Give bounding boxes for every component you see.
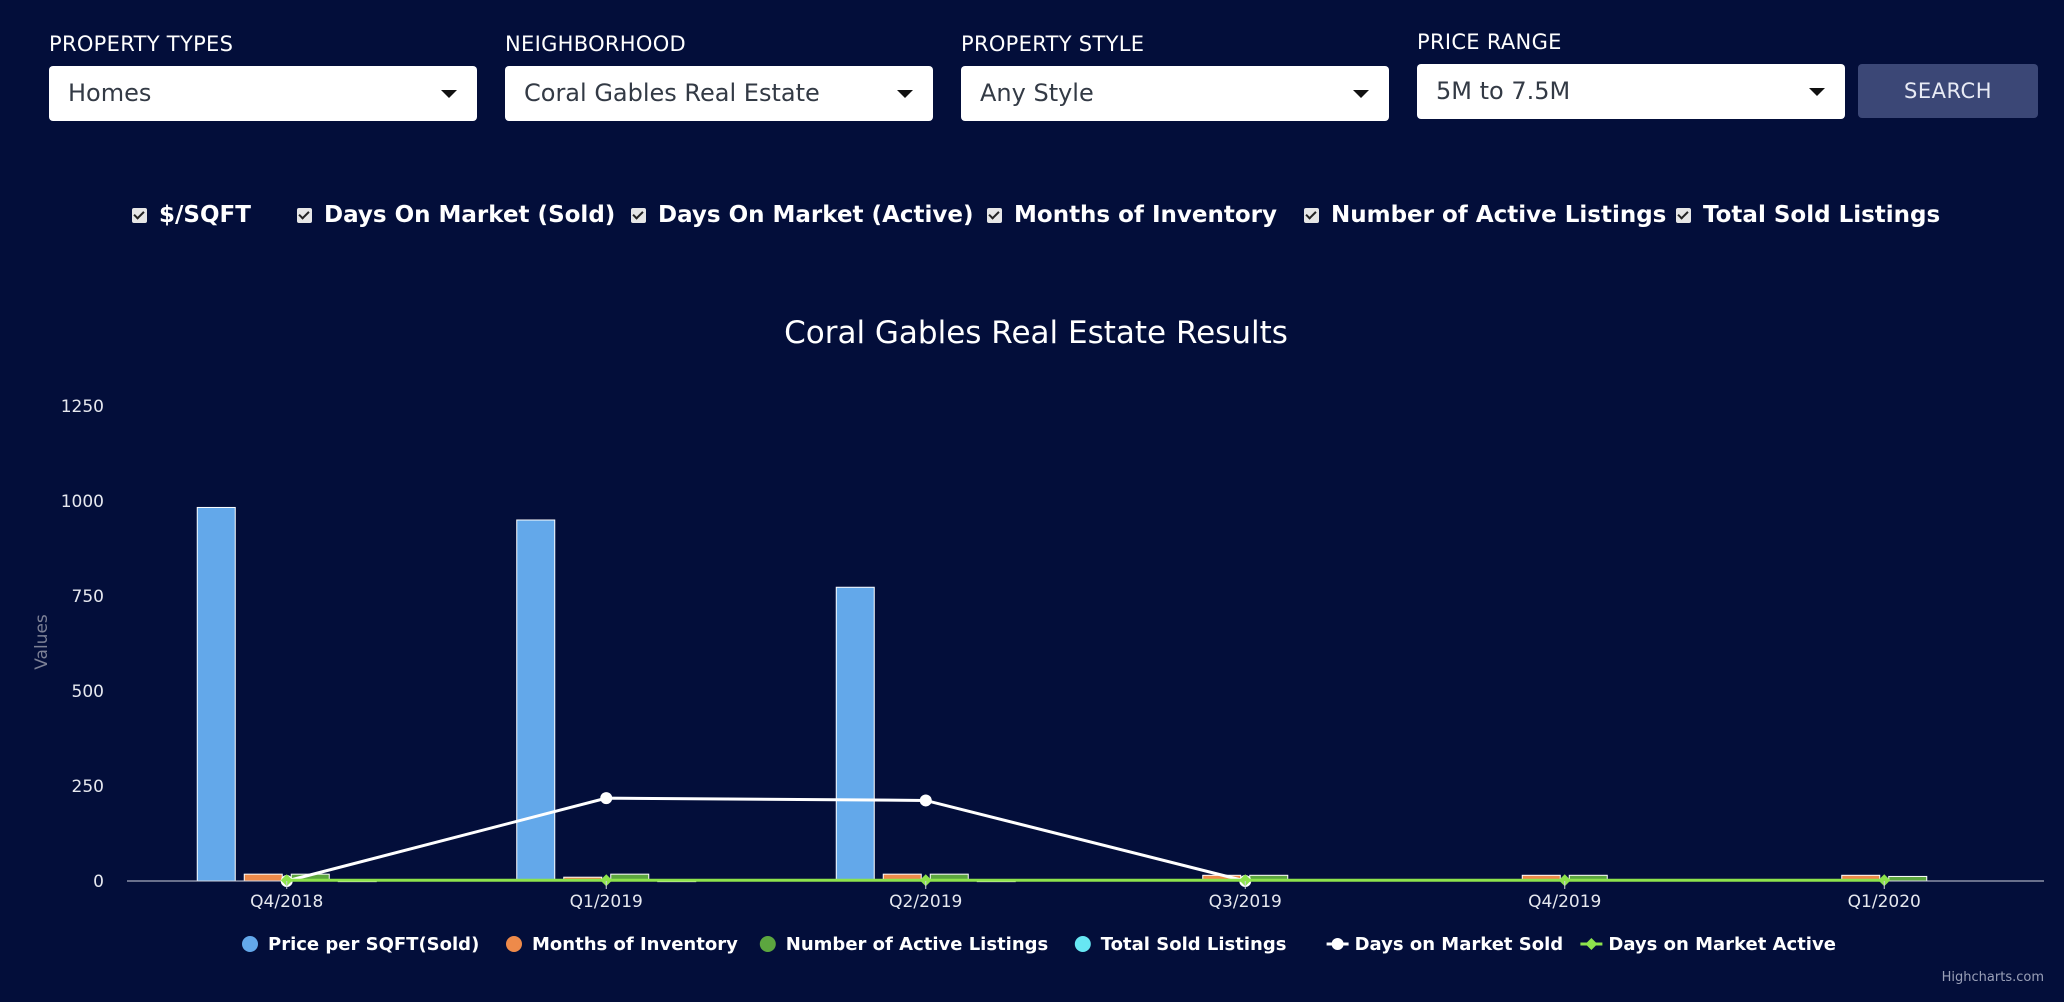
price-range-filter: PRICE RANGE 5M to 7.5M xyxy=(1417,28,1845,119)
legend-marker-days-on-market-active xyxy=(1585,938,1598,950)
y-axis-label: Values xyxy=(32,614,52,670)
chart-credits: Highcharts.com xyxy=(1941,970,2044,985)
legend-marker-months-of-inventory xyxy=(506,936,522,952)
y-tick-label: 1250 xyxy=(61,397,104,417)
legend-marker-price-per-sqft-sold- xyxy=(242,936,258,952)
legend-item-total-sold-listings[interactable]: Total Sold Listings xyxy=(1101,934,1287,955)
point-days-on-market-sold xyxy=(600,792,613,805)
x-tick-label: Q2/2019 xyxy=(889,892,962,912)
point-days-on-market-active xyxy=(600,874,613,887)
price-range-select[interactable]: 5M to 7.5M xyxy=(1417,64,1845,119)
y-tick-label: 0 xyxy=(93,872,104,892)
chevron-down-icon xyxy=(1809,88,1825,96)
property-style-filter: PROPERTY STYLE Any Style xyxy=(961,30,1389,121)
bar-price-per-sqft-sold- xyxy=(516,519,556,882)
metric-toggles: $/SQFT Days On Market (Sold) Days On Mar… xyxy=(0,200,2064,230)
y-tick-label: 500 xyxy=(72,682,104,702)
neighborhood-label: NEIGHBORHOOD xyxy=(505,32,687,56)
property-style-value: Any Style xyxy=(980,79,1094,107)
search-button[interactable]: SEARCH xyxy=(1858,64,2038,118)
chevron-down-icon xyxy=(897,90,913,98)
toggle-price-per-sqft[interactable]: $/SQFT xyxy=(132,200,251,230)
toggle-label: Number of Active Listings xyxy=(1331,202,1667,228)
y-tick-label: 250 xyxy=(72,777,104,797)
bar-price-per-sqft-sold- xyxy=(835,586,875,882)
legend-marker-days-on-market-sold xyxy=(1331,938,1344,950)
point-days-on-market-active xyxy=(1558,874,1571,887)
neighborhood-value: Coral Gables Real Estate xyxy=(524,79,820,107)
line-days-on-market-sold xyxy=(286,796,1246,883)
toggle-months-of-inventory[interactable]: Months of Inventory xyxy=(987,200,1277,230)
point-days-on-market-active xyxy=(1239,874,1252,887)
checkbox[interactable] xyxy=(987,207,1002,223)
toggle-active-listings[interactable]: Number of Active Listings xyxy=(1304,200,1666,230)
toggle-total-sold-listings[interactable]: Total Sold Listings xyxy=(1676,200,1940,230)
property-types-value: Homes xyxy=(68,79,152,107)
checkbox[interactable] xyxy=(1304,207,1319,223)
legend-marker-number-of-active-listings xyxy=(759,936,776,952)
neighborhood-filter: NEIGHBORHOOD Coral Gables Real Estate xyxy=(505,30,933,121)
chevron-down-icon xyxy=(441,90,457,98)
toggle-label: Total Sold Listings xyxy=(1703,202,1941,228)
x-tick-label: Q1/2020 xyxy=(1848,892,1921,912)
legend-item-price-per-sqft-sold-[interactable]: Price per SQFT(Sold) xyxy=(268,934,479,955)
results-chart: Coral Gables Real Estate Results Values … xyxy=(32,315,2044,955)
point-days-on-market-sold xyxy=(919,794,932,807)
property-types-filter: PROPERTY TYPES Homes xyxy=(49,30,477,121)
x-tick-label: Q4/2018 xyxy=(250,892,323,912)
property-style-select[interactable]: Any Style xyxy=(961,66,1389,121)
toggle-label: Days On Market (Sold) xyxy=(324,202,616,228)
chart-title: Coral Gables Real Estate Results xyxy=(784,315,1288,351)
property-types-label: PROPERTY TYPES xyxy=(49,32,234,56)
property-types-select[interactable]: Homes xyxy=(49,66,477,121)
point-days-on-market-active xyxy=(1878,874,1891,887)
x-tick-label: Q4/2019 xyxy=(1528,892,1601,912)
checkbox[interactable] xyxy=(132,207,147,223)
bar-months-of-inventory xyxy=(243,873,283,882)
neighborhood-select[interactable]: Coral Gables Real Estate xyxy=(505,66,933,121)
chevron-down-icon xyxy=(1353,90,1369,98)
point-days-on-market-active xyxy=(280,874,293,887)
legend-item-days-on-market-sold[interactable]: Days on Market Sold xyxy=(1355,934,1564,955)
toggle-label: Months of Inventory xyxy=(1014,202,1277,228)
legend-item-days-on-market-active[interactable]: Days on Market Active xyxy=(1608,934,1836,955)
toggle-days-on-market-active[interactable]: Days On Market (Active) xyxy=(631,200,974,230)
bar-number-of-active-listings xyxy=(1888,875,1928,882)
price-range-value: 5M to 7.5M xyxy=(1436,77,1571,105)
legend-item-months-of-inventory[interactable]: Months of Inventory xyxy=(532,934,738,955)
y-tick-label: 1000 xyxy=(61,492,104,512)
legend-item-number-of-active-listings[interactable]: Number of Active Listings xyxy=(786,934,1048,955)
x-tick-label: Q3/2019 xyxy=(1209,892,1282,912)
y-tick-label: 750 xyxy=(72,587,104,607)
bar-price-per-sqft-sold- xyxy=(196,506,236,882)
toggle-days-on-market-sold[interactable]: Days On Market (Sold) xyxy=(297,200,615,230)
price-range-label: PRICE RANGE xyxy=(1417,30,1562,54)
point-days-on-market-active xyxy=(919,874,932,887)
checkbox[interactable] xyxy=(297,207,312,223)
toggle-label: Days On Market (Active) xyxy=(658,202,974,228)
legend-marker-total-sold-listings xyxy=(1074,936,1091,952)
property-style-label: PROPERTY STYLE xyxy=(961,32,1145,56)
checkbox[interactable] xyxy=(1676,207,1691,223)
toggle-label: $/SQFT xyxy=(159,202,251,228)
checkbox[interactable] xyxy=(631,207,646,223)
x-tick-label: Q1/2019 xyxy=(570,892,643,912)
